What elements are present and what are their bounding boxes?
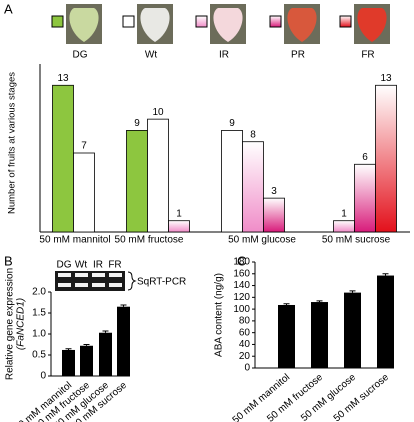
bar bbox=[52, 84, 74, 233]
data-label: 13 bbox=[380, 73, 392, 84]
y-axis-label: ABA content (ng/g) bbox=[214, 273, 225, 357]
legend-label: PR bbox=[291, 50, 305, 61]
gel-band bbox=[75, 283, 88, 287]
data-label: 9 bbox=[134, 118, 140, 129]
legend-photo bbox=[287, 8, 317, 42]
y-tick-label: 100 bbox=[233, 304, 250, 315]
error-bar bbox=[316, 300, 323, 303]
error-bar bbox=[283, 303, 290, 305]
legend-swatch bbox=[51, 15, 64, 28]
data-label: 10 bbox=[152, 107, 164, 118]
bar bbox=[278, 304, 295, 368]
gel-band bbox=[58, 283, 71, 287]
data-label: 13 bbox=[57, 73, 69, 84]
error-bar bbox=[83, 344, 90, 346]
legend-photo bbox=[69, 8, 99, 42]
bar bbox=[263, 197, 285, 233]
gel-band bbox=[109, 283, 122, 287]
gel-lane-label: IR bbox=[93, 260, 103, 271]
legend-photo bbox=[140, 8, 170, 42]
bar bbox=[242, 141, 264, 233]
gel-label: SqRT-PCR bbox=[137, 277, 186, 288]
y-tick-label: 140 bbox=[233, 280, 250, 291]
y-tick-label: 20 bbox=[239, 351, 251, 362]
bar bbox=[147, 118, 169, 233]
bar bbox=[73, 152, 95, 233]
y-tick-label: 0 bbox=[40, 371, 46, 382]
y-tick-label: 160 bbox=[233, 268, 250, 279]
data-label: 1 bbox=[341, 208, 347, 219]
gel-lane-label: Wt bbox=[75, 260, 87, 271]
error-bar bbox=[349, 290, 356, 293]
legend-swatch bbox=[339, 15, 352, 28]
gel-band bbox=[75, 273, 88, 277]
x-tick-label: 50 mM sucrose bbox=[322, 235, 391, 246]
y-tick-label: 180 bbox=[233, 257, 250, 268]
error-bar bbox=[65, 348, 72, 350]
bar bbox=[80, 345, 93, 376]
y-tick-label: 2.0 bbox=[32, 287, 46, 298]
y-axis-label: (FaNCED1) bbox=[16, 298, 27, 350]
bar bbox=[375, 84, 397, 233]
bar bbox=[354, 163, 376, 233]
error-bar bbox=[382, 273, 389, 276]
data-label: 9 bbox=[229, 118, 235, 129]
data-label: 6 bbox=[362, 152, 368, 163]
y-tick-label: 120 bbox=[233, 292, 250, 303]
bar bbox=[126, 130, 148, 233]
y-axis-label: Relative gene expression bbox=[5, 268, 16, 380]
legend-swatch bbox=[269, 15, 282, 28]
gel-bg bbox=[55, 271, 125, 291]
legend-swatch bbox=[195, 15, 208, 28]
x-tick-label: 50 mM glucose bbox=[228, 235, 296, 246]
y-axis-label: Number of fruits at various stages bbox=[7, 72, 18, 214]
legend-photo bbox=[213, 8, 243, 42]
y-tick-label: 40 bbox=[239, 339, 251, 350]
legend-label: Wt bbox=[145, 50, 157, 61]
bar bbox=[99, 332, 112, 376]
gel-band bbox=[109, 273, 122, 277]
bar bbox=[333, 220, 355, 233]
bar bbox=[377, 275, 394, 368]
gel-band bbox=[58, 273, 71, 277]
y-tick-label: 60 bbox=[239, 327, 251, 338]
x-tick-label: 50 mM sucrose bbox=[332, 372, 392, 422]
error-bar bbox=[120, 304, 127, 307]
data-label: 1 bbox=[176, 208, 182, 219]
bar bbox=[168, 220, 190, 233]
gel-brace bbox=[127, 271, 137, 291]
x-tick-label: 50 mM fructose bbox=[115, 235, 184, 246]
y-tick-label: 1.0 bbox=[32, 329, 46, 340]
bar bbox=[221, 130, 243, 233]
panel-label: A bbox=[4, 1, 13, 16]
gel-lane-label: DG bbox=[57, 260, 72, 271]
legend-label: IR bbox=[219, 50, 229, 61]
gel-band bbox=[92, 283, 105, 287]
legend-label: FR bbox=[361, 50, 374, 61]
y-tick-label: 1.5 bbox=[32, 308, 46, 319]
gel-lane-label: FR bbox=[108, 260, 121, 271]
x-tick-label: 50 mM mannitol bbox=[39, 235, 110, 246]
error-bar bbox=[102, 330, 109, 333]
gel-band bbox=[92, 273, 105, 277]
bar bbox=[62, 349, 75, 376]
legend-label: DG bbox=[73, 50, 88, 61]
bar bbox=[344, 292, 361, 368]
data-label: 7 bbox=[81, 141, 87, 152]
bar bbox=[117, 306, 130, 376]
legend-swatch bbox=[122, 15, 135, 28]
panel-label: C bbox=[237, 253, 246, 268]
y-tick-label: 0 bbox=[244, 363, 250, 374]
legend-photo bbox=[357, 8, 387, 42]
y-tick-label: 80 bbox=[239, 316, 251, 327]
data-label: 8 bbox=[250, 129, 256, 140]
panel-label: B bbox=[4, 253, 13, 268]
data-label: 3 bbox=[271, 186, 277, 197]
bar bbox=[311, 302, 328, 368]
y-tick-label: 0.5 bbox=[32, 350, 46, 361]
